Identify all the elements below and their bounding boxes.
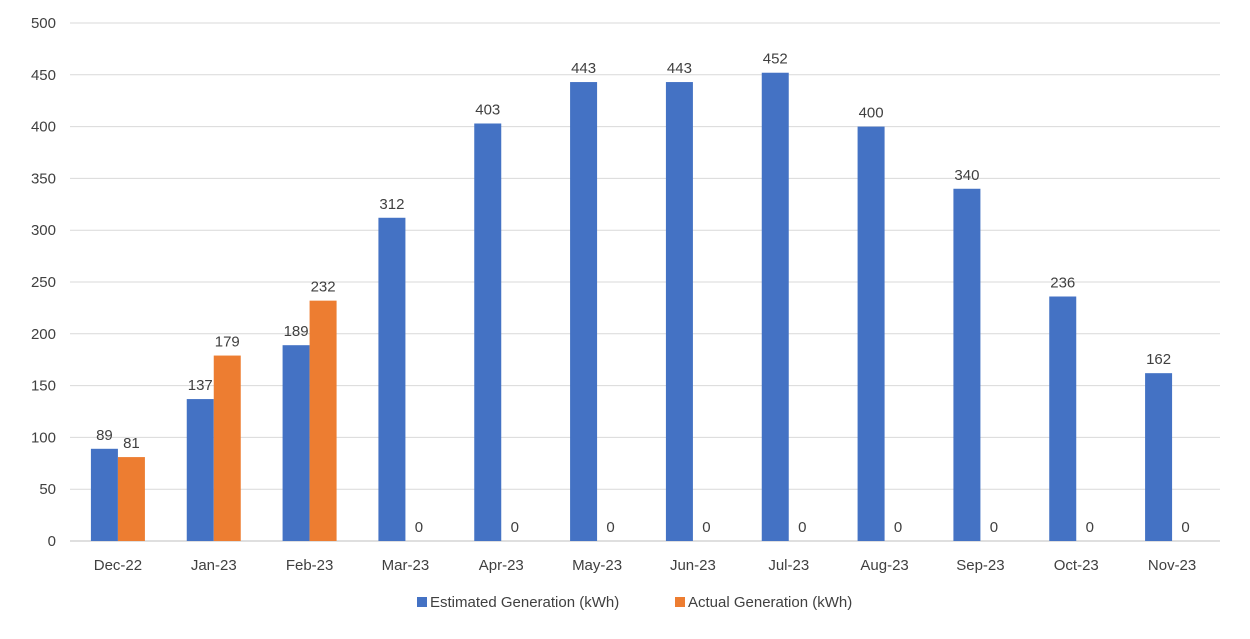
data-label: 340: [954, 167, 979, 184]
bars: [90, 72, 1173, 541]
data-label: 0: [511, 519, 519, 536]
data-label: 443: [667, 60, 692, 77]
x-tick-label: Feb-23: [286, 557, 334, 574]
data-label: 0: [1086, 519, 1094, 536]
bar-estimated: [761, 72, 789, 541]
y-tick-label: 150: [31, 378, 56, 395]
data-label: 81: [123, 435, 140, 452]
bar-estimated: [90, 448, 118, 541]
data-label: 0: [798, 519, 806, 536]
y-tick-label: 450: [31, 67, 56, 84]
x-tick-label: Sep-23: [956, 557, 1004, 574]
data-label: 236: [1050, 275, 1075, 292]
x-axis: Dec-22 Jan-23 Feb-23 Mar-23 Apr-23 May-23 Jun-…: [94, 557, 1197, 574]
data-label: 403: [475, 101, 500, 118]
data-label: 0: [415, 519, 423, 536]
x-tick-label: Dec-22: [94, 557, 142, 574]
data-label: 0: [1181, 519, 1189, 536]
data-label: 0: [990, 519, 998, 536]
data-label: 443: [571, 60, 596, 77]
x-tick-label: Mar-23: [382, 557, 430, 574]
bar-actual: [309, 300, 337, 541]
data-label: 400: [859, 105, 884, 122]
bar-estimated: [378, 217, 406, 541]
bar-actual: [213, 355, 241, 541]
gridlines: [70, 22, 1220, 542]
data-label: 0: [894, 519, 902, 536]
data-label: 452: [763, 51, 788, 68]
data-label: 137: [188, 377, 213, 394]
data-label: 89: [96, 427, 113, 444]
bar-actual: [117, 457, 145, 541]
bar-estimated: [857, 126, 885, 541]
y-tick-label: 300: [31, 222, 56, 239]
y-tick-label: 100: [31, 429, 56, 446]
x-tick-label: Oct-23: [1054, 557, 1099, 574]
bar-estimated: [186, 399, 214, 541]
legend-label: Actual Generation (kWh): [688, 594, 852, 611]
x-tick-label: Nov-23: [1148, 557, 1196, 574]
y-tick-label: 350: [31, 170, 56, 187]
legend: Estimated Generation (kWh) Actual Generat…: [417, 594, 852, 611]
y-tick-label: 50: [39, 481, 56, 498]
bar-estimated: [1145, 373, 1173, 541]
y-tick-label: 250: [31, 274, 56, 291]
bar-estimated: [282, 345, 310, 541]
y-tick-label: 200: [31, 326, 56, 343]
x-tick-label: Jul-23: [768, 557, 809, 574]
y-tick-label: 500: [31, 15, 56, 32]
y-tick-label: 400: [31, 119, 56, 136]
bar-estimated: [665, 82, 693, 541]
x-tick-label: Apr-23: [479, 557, 524, 574]
bar-estimated: [570, 82, 598, 541]
data-label: 0: [702, 519, 710, 536]
data-label: 189: [284, 323, 309, 340]
data-label: 312: [379, 196, 404, 213]
legend-label: Estimated Generation (kWh): [430, 594, 619, 611]
legend-swatch: [675, 597, 685, 607]
bar-estimated: [1049, 296, 1077, 541]
x-tick-label: Jan-23: [191, 557, 237, 574]
bar-estimated: [474, 123, 502, 541]
data-label: 162: [1146, 351, 1171, 368]
data-labels: 89 81 137 179 189 232 312 0 403 0 443 0 443 0 452 0 400 0…: [96, 51, 1190, 536]
legend-swatch: [417, 597, 427, 607]
data-label: 179: [215, 334, 240, 351]
x-tick-label: Aug-23: [860, 557, 908, 574]
data-label: 232: [311, 279, 336, 296]
y-axis: 0 50 100 150 200 250 300 350 400 450 500: [31, 15, 56, 550]
x-tick-label: Jun-23: [670, 557, 716, 574]
y-tick-label: 0: [48, 533, 56, 550]
x-tick-label: May-23: [572, 557, 622, 574]
data-label: 0: [606, 519, 614, 536]
bar-estimated: [953, 188, 981, 541]
